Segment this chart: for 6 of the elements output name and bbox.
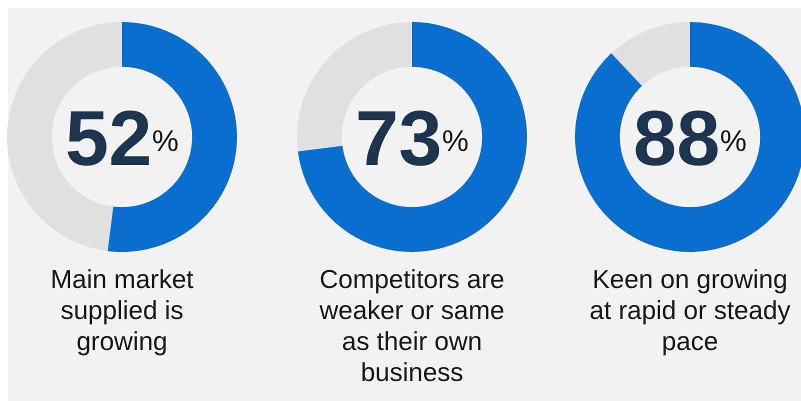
text: Competitors are weaker or same as their own business [318, 264, 506, 388]
data-label: 52% [65, 94, 179, 182]
text: Main market supplied is growing [49, 264, 195, 357]
data-label: 73% [355, 94, 469, 182]
data-label: 88% [633, 94, 747, 182]
text: Keen on growing at rapid or steady pace [588, 264, 792, 357]
